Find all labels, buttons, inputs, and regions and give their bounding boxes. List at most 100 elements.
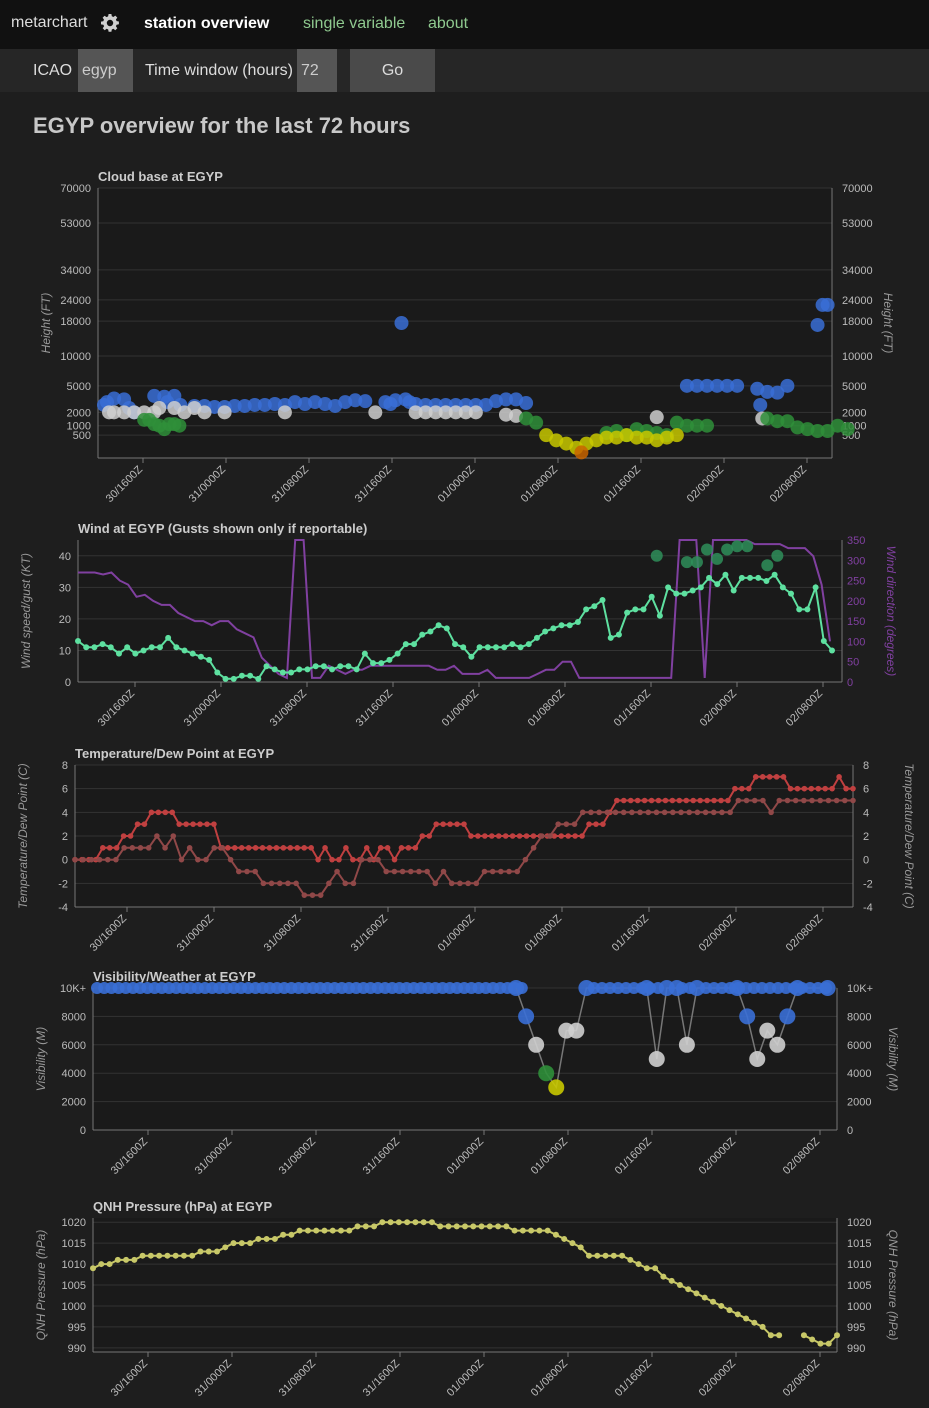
wind-gust-point bbox=[680, 556, 693, 569]
cloud-base-point bbox=[348, 393, 363, 408]
wind-speed-point bbox=[763, 578, 770, 585]
dew-point-point bbox=[276, 880, 283, 887]
icao-label: ICAO bbox=[33, 62, 73, 79]
wind-speed-point bbox=[107, 644, 114, 651]
temperature-point bbox=[815, 785, 822, 792]
dew-point-point bbox=[432, 880, 439, 887]
cloud-base-point bbox=[780, 378, 795, 393]
pressure-point bbox=[610, 1252, 617, 1259]
chart-title: Temperature/Dew Point at EGYP bbox=[75, 746, 274, 761]
x-tick-label: 01/0800Z bbox=[523, 912, 565, 954]
x-tick-label: 01/1600Z bbox=[613, 1135, 655, 1177]
gear-icon[interactable] bbox=[100, 13, 120, 33]
brand-name[interactable]: metarchart bbox=[11, 14, 88, 31]
wind-speed-point bbox=[140, 647, 147, 654]
nav-link-single-variable[interactable]: single variable bbox=[303, 15, 406, 32]
y-right-tick-label: 2000 bbox=[847, 1097, 871, 1109]
wind-speed-point bbox=[255, 675, 262, 682]
temperature-point bbox=[169, 809, 176, 816]
y-right-tick-label: 4 bbox=[863, 807, 869, 819]
y-axis-label: Height (FT) bbox=[39, 293, 53, 354]
dew-point-point bbox=[833, 797, 840, 804]
temperature-point bbox=[759, 774, 766, 780]
dew-point-point bbox=[784, 797, 791, 804]
dew-point-point bbox=[145, 845, 152, 851]
temperature-point bbox=[836, 774, 842, 780]
wind-speed-point bbox=[829, 647, 835, 654]
x-tick-label: 01/0800Z bbox=[529, 1357, 571, 1399]
cloud-base-point bbox=[710, 378, 725, 393]
dew-point-point bbox=[334, 868, 340, 875]
temperature-point bbox=[454, 821, 460, 827]
temperature-point bbox=[127, 833, 134, 839]
x-tick-label: 31/0800Z bbox=[277, 1357, 319, 1399]
temperature-point bbox=[350, 856, 356, 863]
dew-point-point bbox=[252, 868, 258, 875]
pressure-point bbox=[156, 1252, 163, 1259]
y-right-tick-label: 5000 bbox=[842, 381, 866, 393]
wind-speed-point bbox=[353, 666, 360, 673]
cloud-base-point bbox=[780, 414, 795, 429]
wind-gust-point bbox=[711, 552, 724, 565]
y-right-tick-label: 8000 bbox=[847, 1011, 871, 1023]
dew-point-point bbox=[629, 809, 635, 816]
y-right-tick-label: 8 bbox=[863, 760, 869, 772]
pressure-point bbox=[106, 1261, 113, 1268]
y-right-tick-label: -2 bbox=[863, 878, 873, 890]
cloud-base-point bbox=[368, 405, 383, 420]
x-tick-label: 02/0800Z bbox=[784, 912, 826, 954]
nav-link-about[interactable]: about bbox=[428, 15, 469, 32]
dew-point-point bbox=[620, 809, 627, 816]
wind-speed-point bbox=[566, 622, 573, 629]
go-button[interactable]: Go bbox=[350, 49, 435, 92]
temperature-point bbox=[211, 821, 217, 827]
y-right-tick-label: 1015 bbox=[847, 1238, 871, 1250]
cloud-base-point bbox=[458, 405, 473, 420]
cloud-base-point bbox=[107, 391, 122, 406]
temperature-point bbox=[433, 821, 440, 827]
dew-point-point bbox=[727, 809, 733, 816]
cloud-base-point bbox=[448, 405, 463, 420]
pressure-point bbox=[395, 1219, 402, 1226]
temperature-point bbox=[690, 797, 697, 804]
pressure-point bbox=[222, 1244, 229, 1251]
y-right-tick-label: 1005 bbox=[847, 1280, 871, 1292]
wind-speed-point bbox=[591, 603, 598, 610]
dew-point-point bbox=[391, 868, 398, 875]
pressure-point bbox=[561, 1235, 568, 1242]
pressure-point bbox=[817, 1340, 824, 1347]
pressure-point bbox=[743, 1315, 750, 1322]
pressure-point bbox=[354, 1223, 361, 1230]
temperature-point bbox=[134, 821, 141, 827]
pressure-point bbox=[486, 1223, 493, 1230]
dew-point-point bbox=[751, 797, 758, 804]
y-right-tick-label: 990 bbox=[847, 1343, 865, 1355]
icao-input[interactable] bbox=[78, 49, 133, 92]
time-window-input[interactable] bbox=[297, 49, 337, 92]
temperature-point bbox=[377, 845, 384, 851]
y-tick-label: 30 bbox=[59, 582, 71, 594]
wind-speed-point bbox=[427, 628, 434, 635]
pressure-point bbox=[519, 1227, 526, 1234]
temperature-point bbox=[600, 821, 606, 827]
wind-speed-point bbox=[673, 590, 680, 597]
wind-speed-point bbox=[738, 574, 745, 581]
pressure-point bbox=[809, 1336, 816, 1343]
pressure-point bbox=[189, 1252, 196, 1259]
visibility-point bbox=[678, 1036, 695, 1053]
visibility-point bbox=[538, 1065, 555, 1082]
pressure-point bbox=[114, 1256, 121, 1263]
visibility-point bbox=[820, 982, 832, 994]
y-right-tick-label: 50 bbox=[847, 657, 859, 669]
wind-speed-point bbox=[320, 663, 327, 670]
y-tick-label: 5000 bbox=[67, 381, 91, 393]
nav-link-station-overview[interactable]: station overview bbox=[144, 15, 270, 32]
y-tick-label: 1000 bbox=[62, 1301, 86, 1313]
y-tick-label: -2 bbox=[58, 878, 68, 890]
wind-speed-point bbox=[779, 584, 786, 591]
x-tick-label: 30/1600Z bbox=[88, 912, 130, 954]
temperature-point bbox=[787, 785, 794, 792]
visibility-point bbox=[684, 982, 696, 994]
pressure-point bbox=[569, 1240, 576, 1247]
temperature-point bbox=[245, 845, 252, 851]
